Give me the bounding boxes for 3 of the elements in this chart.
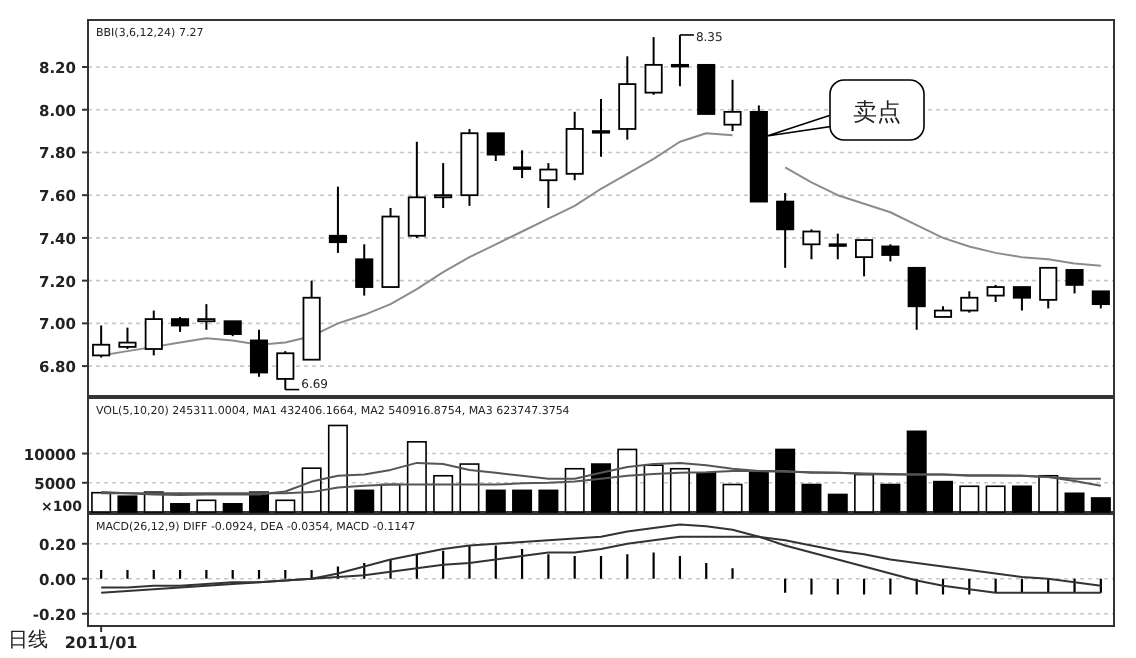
- text: 日线: [8, 628, 48, 652]
- x-tick-label: 2011/01: [64, 634, 139, 652]
- annotation: 卖点: [853, 98, 901, 126]
